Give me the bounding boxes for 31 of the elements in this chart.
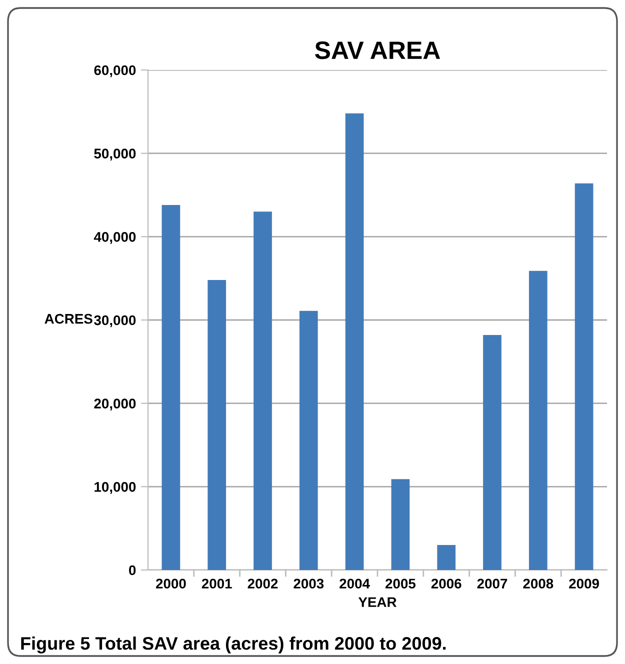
x-tick-label: 2000 — [156, 578, 186, 589]
y-tick-label: 40,000 — [94, 232, 136, 244]
bar — [483, 335, 502, 570]
bar — [254, 212, 272, 570]
x-tick-label: 2006 — [431, 578, 462, 589]
bar — [574, 183, 594, 570]
bar — [162, 205, 180, 570]
x-tick-label: 2009 — [569, 578, 599, 589]
bar — [299, 310, 318, 570]
chart-title: SAV AREA — [315, 41, 440, 60]
y-tick-label: 0 — [129, 565, 136, 576]
y-axis-title: ACRES — [44, 314, 92, 324]
y-tick-label: 50,000 — [94, 148, 136, 161]
caption: Figure 5 Total SAV area (acres) from 2000 to 2009. — [21, 636, 446, 654]
x-tick-label: 2007 — [477, 578, 508, 589]
bar — [208, 280, 226, 570]
y-tick-label: 30,000 — [94, 315, 136, 328]
y-tick-label: 60,000 — [94, 65, 136, 78]
x-axis-title: YEAR — [358, 597, 397, 607]
x-tick-label: 2002 — [248, 578, 278, 589]
x-tick-label: 2003 — [294, 578, 324, 589]
y-tick-label: 20,000 — [94, 398, 136, 411]
bar — [345, 113, 364, 570]
x-tick-label: 2008 — [523, 578, 554, 589]
x-tick-label: 2004 — [340, 578, 370, 589]
y-tick-label: 10,000 — [94, 482, 136, 494]
x-tick-label: 2005 — [385, 578, 416, 589]
bar — [437, 545, 456, 570]
bar — [528, 270, 548, 570]
bar — [391, 479, 410, 570]
x-tick-label: 2001 — [202, 578, 232, 589]
